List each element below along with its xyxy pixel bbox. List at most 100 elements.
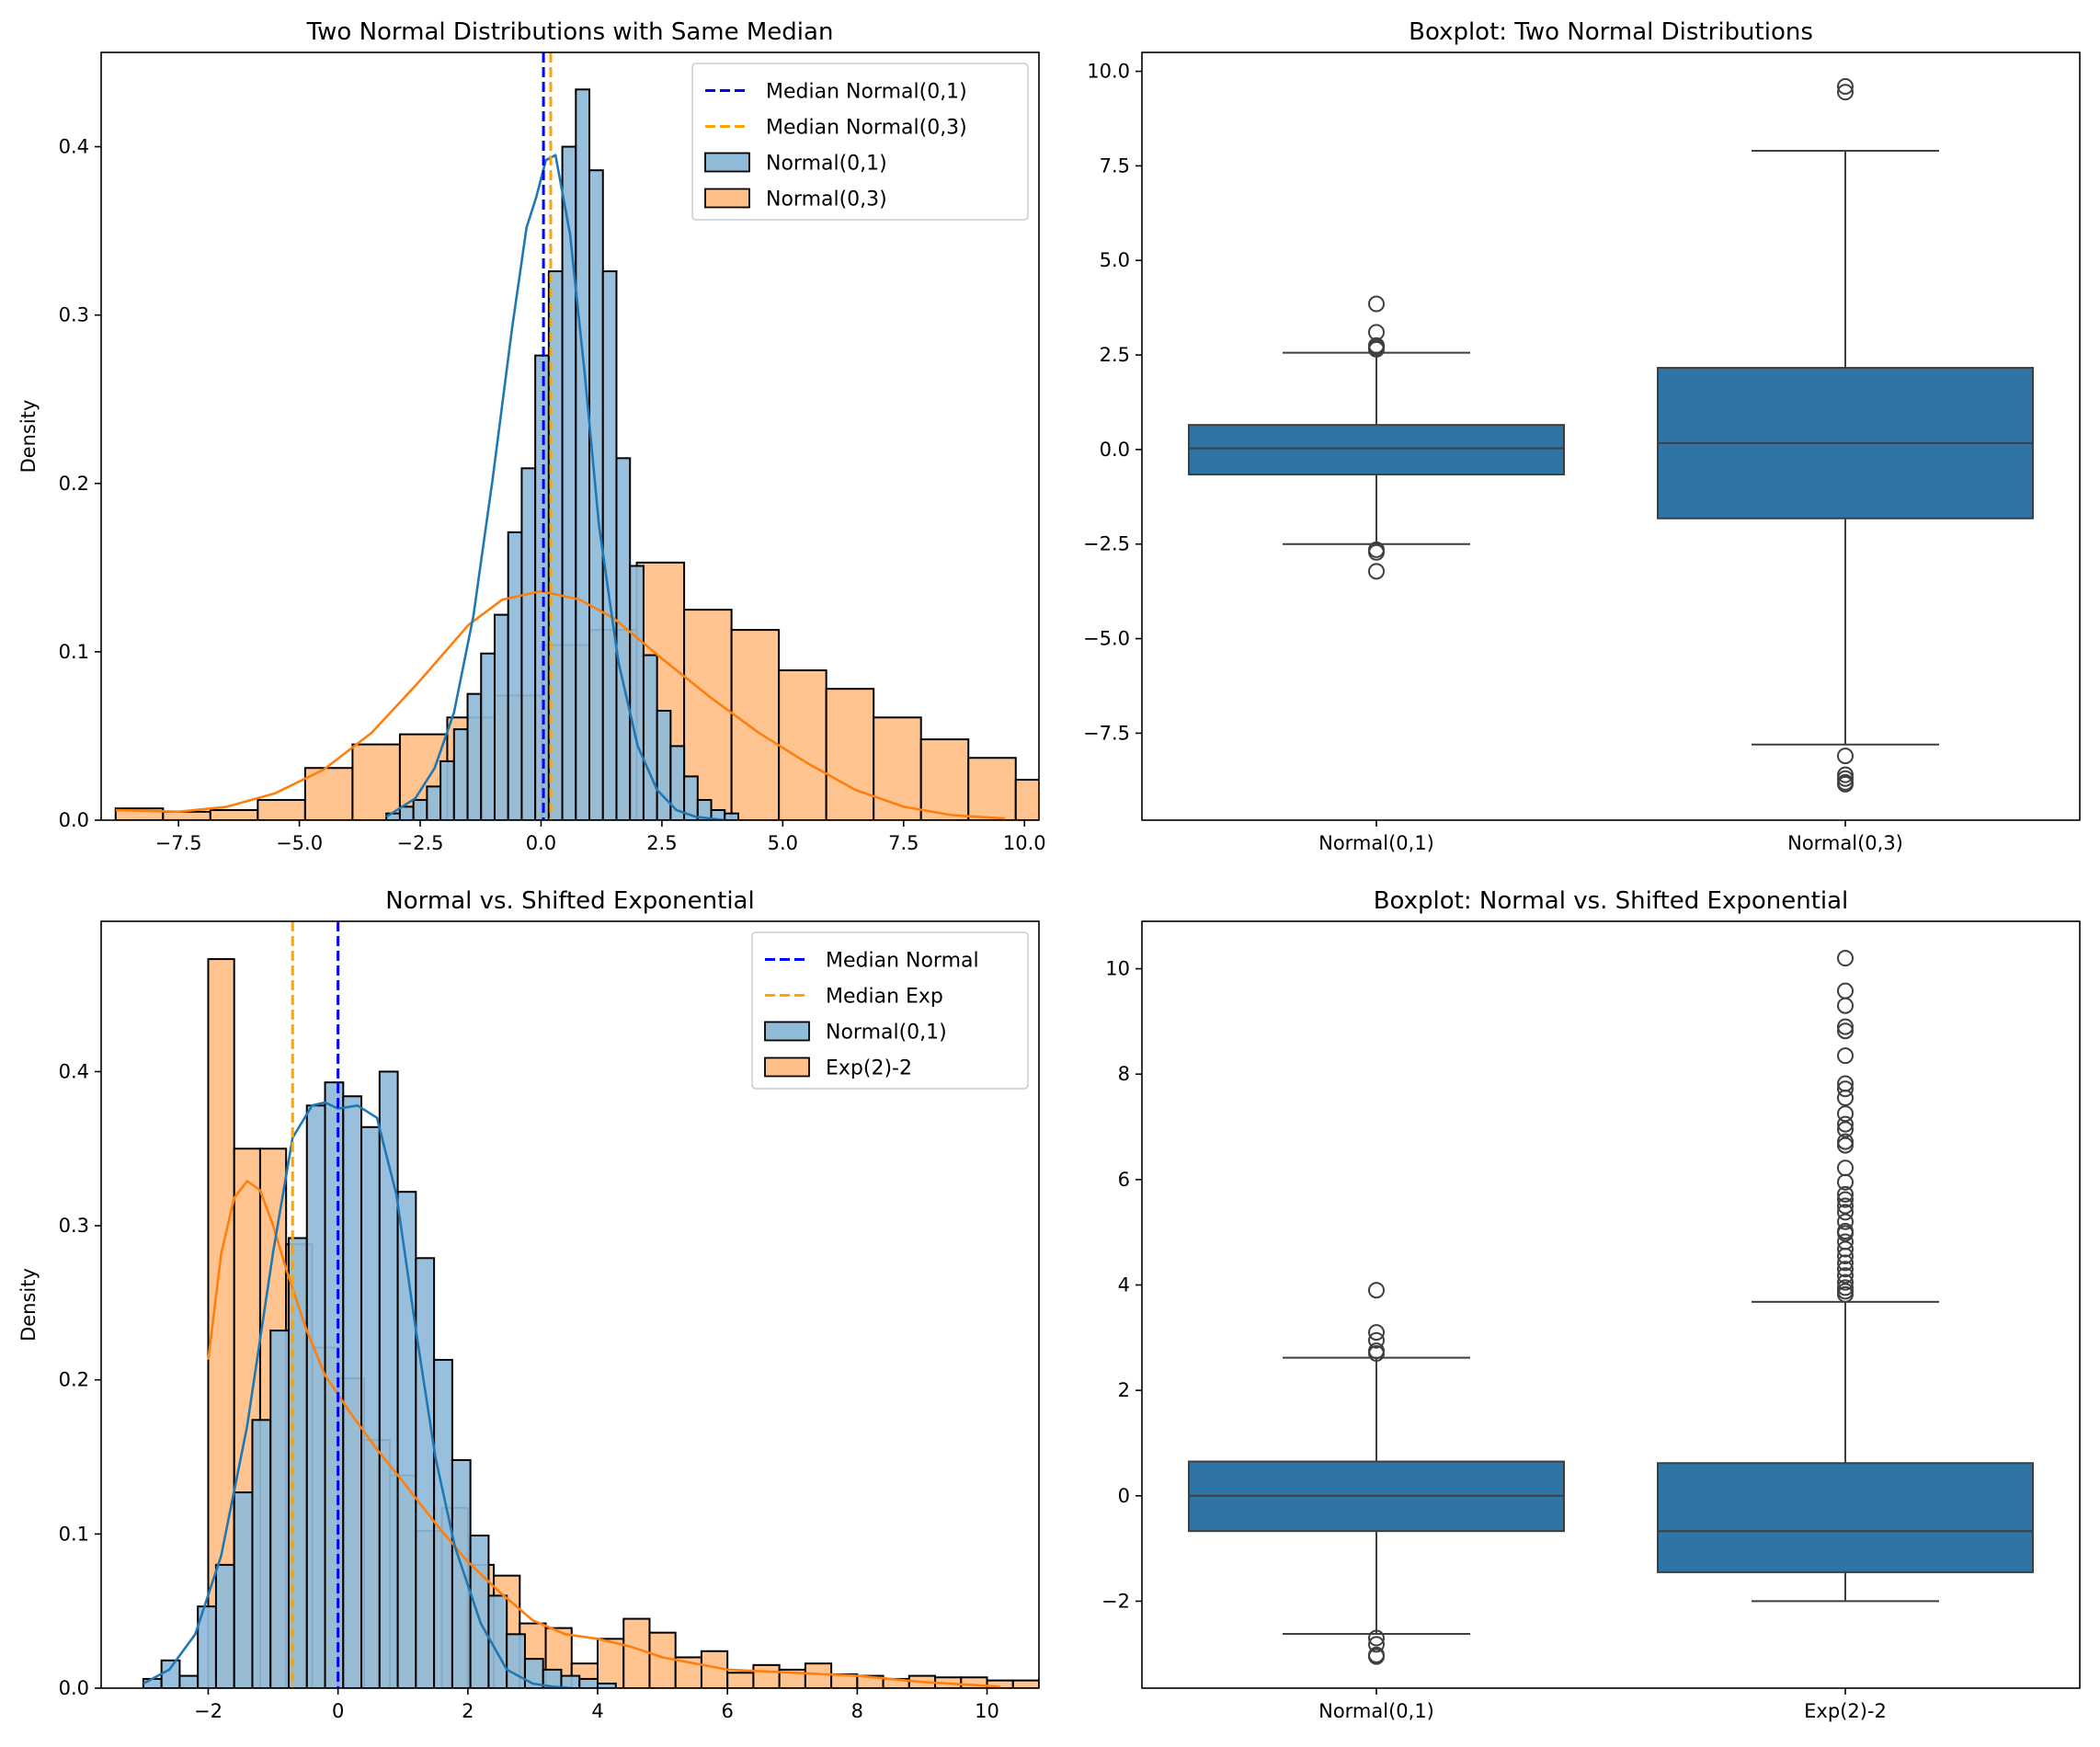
outlier-point <box>1368 1282 1385 1299</box>
histogram-bar <box>752 1663 781 1688</box>
histogram-bar <box>162 810 211 820</box>
y-tick-label: 2.5 <box>1100 344 1130 366</box>
axes-frame <box>100 51 1040 821</box>
y-tick-label: 0.2 <box>59 473 89 495</box>
x-tick-label: 2 <box>462 1700 474 1722</box>
axes-frame <box>1141 920 2081 1689</box>
histogram-bar <box>642 654 658 820</box>
x-tick-label: 2.5 <box>646 832 677 854</box>
y-tick-label: −2.5 <box>1083 533 1130 555</box>
outlier-point <box>1837 748 1854 765</box>
histogram-bar <box>398 805 415 820</box>
outlier-point <box>1368 340 1385 358</box>
histogram-bar <box>233 1491 254 1688</box>
histogram-bar <box>160 1659 181 1688</box>
x-tick-label: 0 <box>332 1700 344 1722</box>
histogram-bar <box>622 1617 651 1688</box>
x-tick-label: −2 <box>194 1700 223 1722</box>
histogram-bar <box>534 354 550 820</box>
chart-title: Normal vs. Shifted Exponential <box>385 887 754 915</box>
histogram-bar <box>578 1677 599 1688</box>
histogram-bar <box>1111 806 1158 820</box>
histogram-bar <box>178 1674 200 1688</box>
histogram-bar <box>615 457 632 820</box>
boxplot-panel-normals: Normal(0,1) Normal(0,3) −7.5 −5.0 −2.5 0.0 2.5… <box>1083 18 2081 854</box>
histogram-bar <box>1014 779 1039 820</box>
plot-area <box>1188 950 2034 1665</box>
legend: Median Normal Median Exp Normal(0,1) Exp(2)… <box>751 931 1029 1090</box>
outlier-point <box>1837 1254 1854 1272</box>
histogram-bar <box>506 1633 526 1688</box>
y-tick-label: 0.1 <box>59 1523 89 1545</box>
outlier-point <box>1837 78 1854 96</box>
histogram-bar <box>1117 1681 1143 1688</box>
histogram-bar <box>360 1125 381 1688</box>
histogram-panel-normals: −7.5 −5.0 −2.5 0.0 2.5 5.0 7.5 10.0 0.0 0.1 0.2 0.3… <box>17 18 1158 854</box>
outlier-point <box>1837 1283 1854 1300</box>
y-tick-label: 7.5 <box>1100 154 1130 177</box>
legend-entry-label: Exp(2)-2 <box>826 1057 912 1080</box>
histogram-bar <box>324 1081 345 1688</box>
outlier-point <box>1837 1080 1854 1098</box>
y-tick-label: 0.0 <box>1100 439 1130 461</box>
histogram-bar <box>466 692 483 820</box>
legend: Median Normal(0,1) Median Normal(0,3) Norm… <box>691 63 1029 221</box>
histogram-bar <box>415 1257 436 1688</box>
outlier-point <box>1837 1018 1854 1035</box>
x-tick-label: 6 <box>721 1700 733 1722</box>
histogram-bar <box>257 799 306 820</box>
kde-curve-normal-0-3- <box>115 589 1006 820</box>
y-tick-label: 4 <box>1118 1274 1130 1296</box>
legend-entry-label: Median Normal(0,3) <box>766 117 967 140</box>
y-tick-label: 0.0 <box>59 809 89 831</box>
x-tick-label: 7.5 <box>888 832 919 854</box>
outlier-point <box>1837 1197 1854 1215</box>
outlier-point <box>1368 1648 1385 1665</box>
y-tick-label: 5.0 <box>1100 249 1130 271</box>
outlier-point <box>1368 563 1385 580</box>
outlier-point <box>1837 1047 1854 1065</box>
histogram-bar <box>269 1330 290 1688</box>
y-tick-label: −2 <box>1101 1590 1130 1612</box>
x-tick-label: 10.0 <box>1003 832 1046 854</box>
outlier-point <box>1837 1121 1854 1138</box>
outlier-point <box>1368 1324 1385 1342</box>
category-label: Normal(0,3) <box>1787 832 1903 854</box>
outlier-point <box>1837 1204 1854 1221</box>
box-0 <box>1188 1282 1565 1665</box>
histogram-bar <box>683 775 699 820</box>
y-tick-label: 0 <box>1118 1485 1130 1507</box>
histogram-bar <box>1065 1682 1090 1688</box>
box-1 <box>1657 78 2034 793</box>
chart-title: Boxplot: Normal vs. Shifted Exponential <box>1374 887 1849 915</box>
axes-frame <box>1141 51 2081 821</box>
y-tick-label: −5.0 <box>1083 628 1130 650</box>
histogram-bar <box>507 531 523 820</box>
histogram-bar <box>804 1662 833 1688</box>
axes-frame <box>100 920 1040 1689</box>
outlier-point <box>1837 1285 1854 1303</box>
y-tick-label: 0.0 <box>59 1677 89 1699</box>
y-tick-label: 6 <box>1118 1169 1130 1191</box>
x-tick-label: 8 <box>851 1700 863 1722</box>
histogram-bar <box>493 613 509 820</box>
histogram-bar <box>560 1674 581 1688</box>
y-tick-label: 0.4 <box>59 1060 89 1082</box>
histogram-bar <box>342 1095 363 1688</box>
outlier-point <box>1368 1345 1385 1363</box>
legend-patch-swatch <box>764 1021 810 1042</box>
y-tick-label: −7.5 <box>1083 722 1130 744</box>
box-1 <box>1657 950 2034 1603</box>
category-label: Normal(0,1) <box>1318 1700 1434 1722</box>
histogram-bar <box>1038 1677 1039 1688</box>
y-tick-label: 0.3 <box>59 1215 89 1237</box>
histogram-bar <box>209 809 259 820</box>
histogram-bar <box>724 812 739 820</box>
histogram-bar <box>656 709 672 820</box>
legend-entry-label: Median Normal <box>826 950 979 973</box>
histogram-bar <box>778 669 827 820</box>
histogram-bar <box>439 759 455 820</box>
outlier-point <box>1837 997 1854 1014</box>
outlier-point <box>1837 1267 1854 1285</box>
